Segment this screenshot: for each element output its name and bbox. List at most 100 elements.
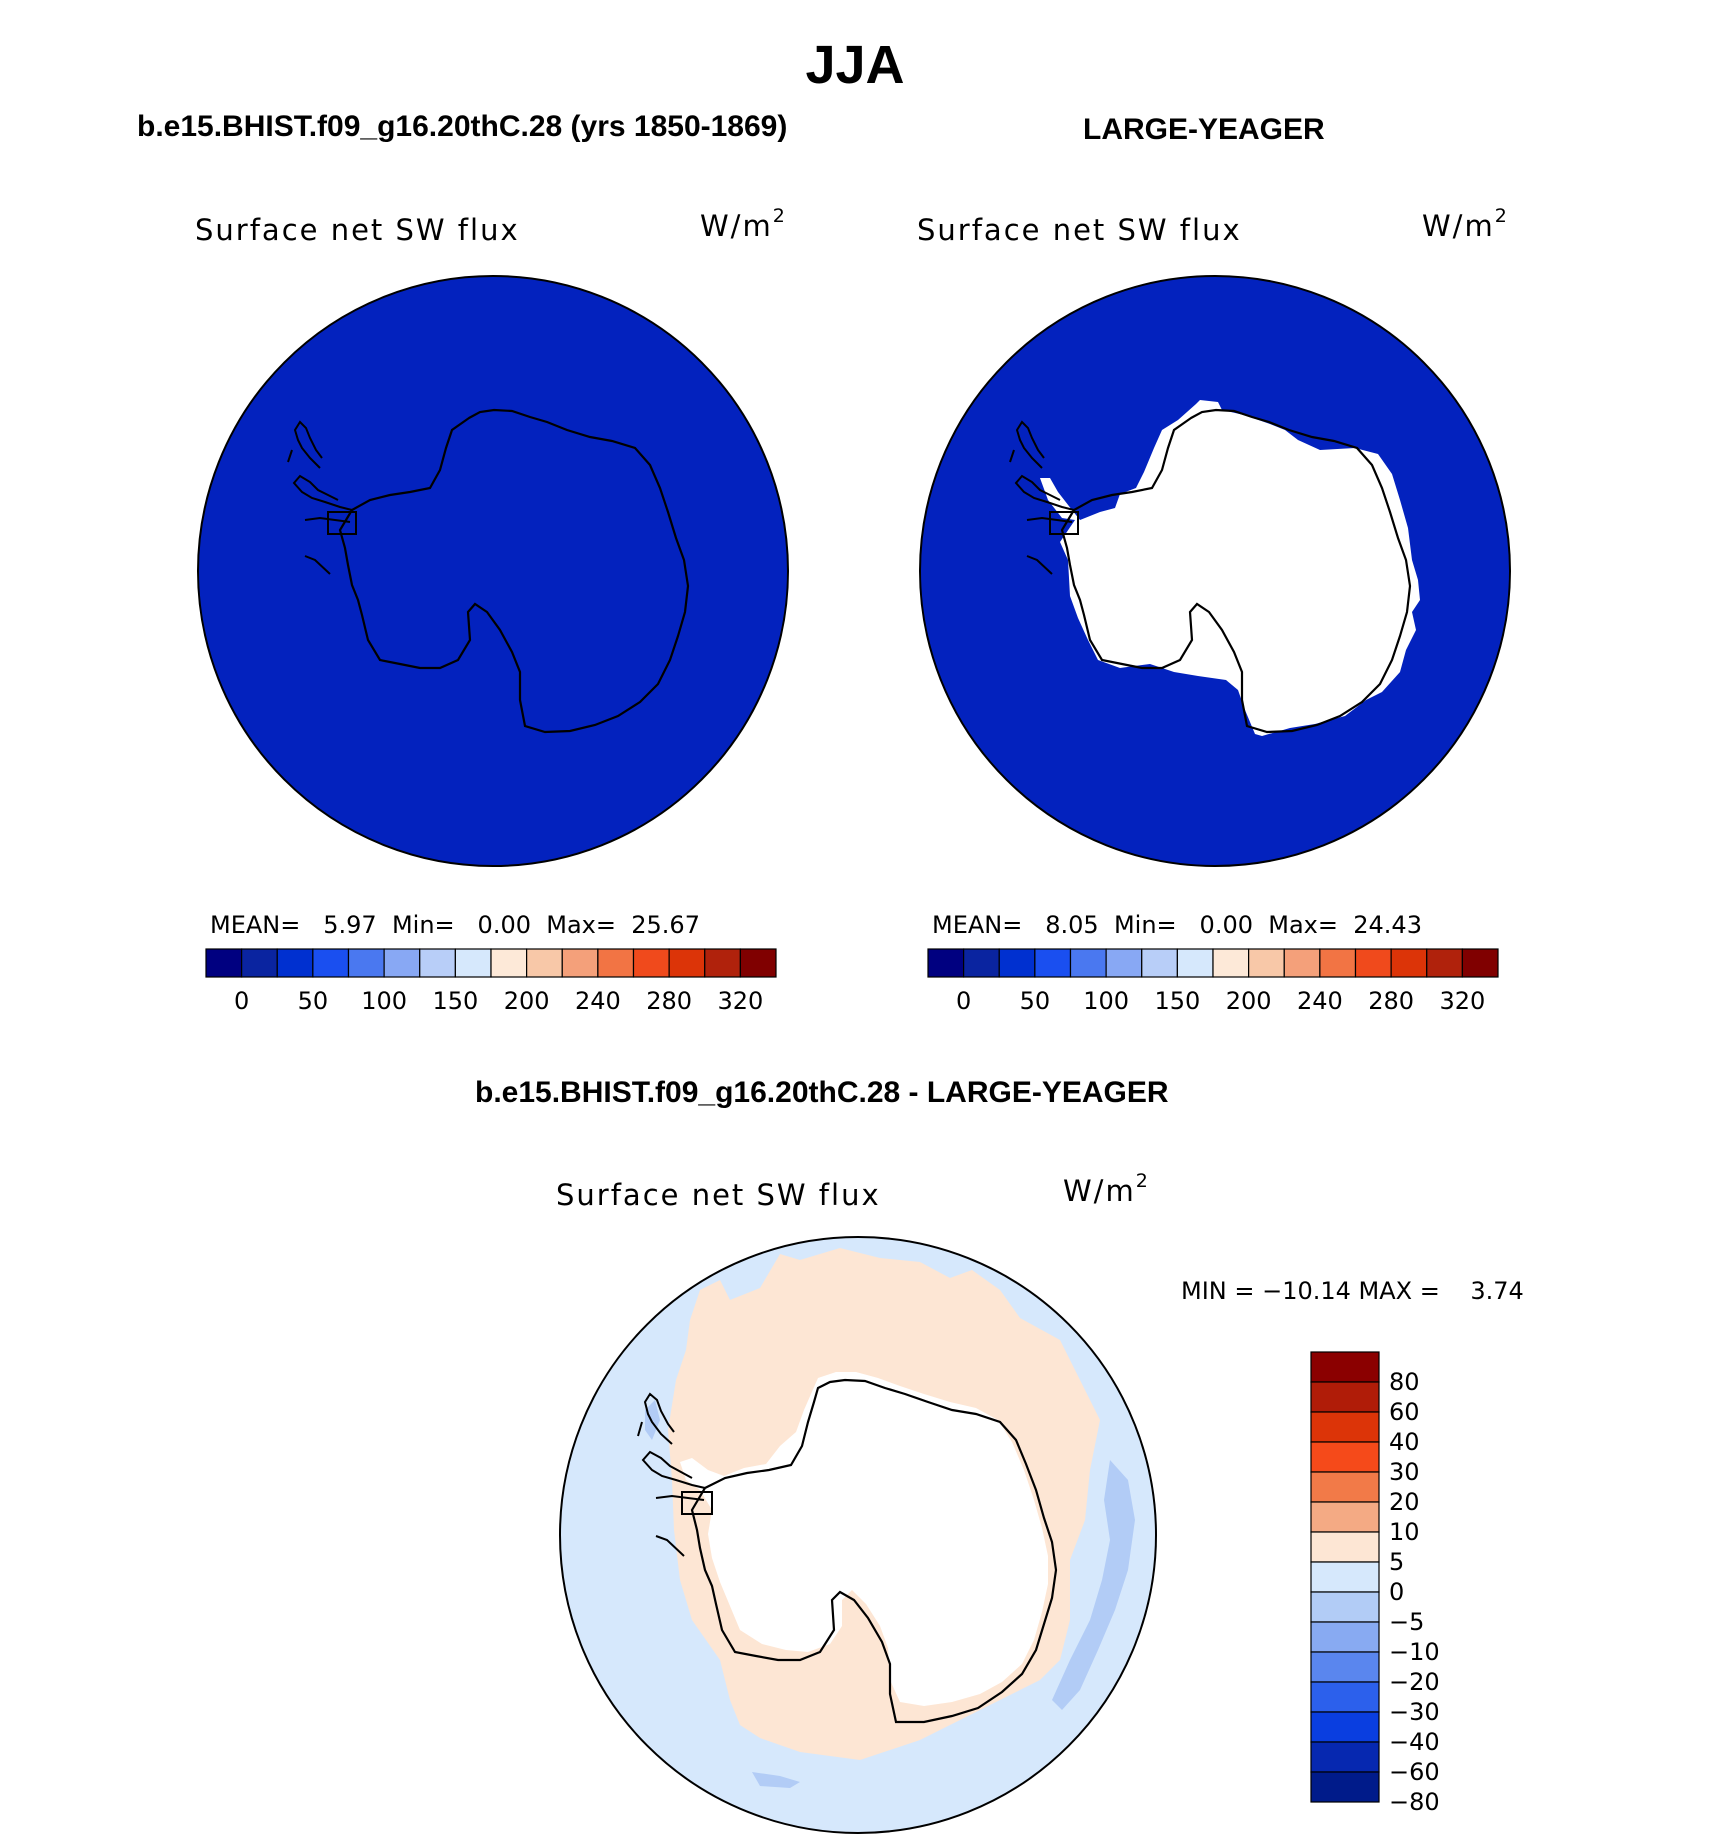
panel-2-variable-label: Surface net SW flux [917, 213, 1242, 247]
panel-1-colorbar-segment [205, 948, 243, 978]
diff-panel-ronne-inlet [681, 1491, 713, 1515]
panel-2-peninsula-coastline [1009, 420, 1075, 575]
panel-1-colorbar-tick-label: 200 [503, 987, 550, 1015]
diff-colorbar-tick-label: 5 [1389, 1548, 1405, 1576]
panel-1-colorbar-tick-label: 50 [297, 987, 329, 1015]
panel-2-colorbar-segment [1319, 948, 1357, 978]
diff-colorbar-segment [1310, 1591, 1380, 1623]
panel-1-colorbar-segment [241, 948, 278, 978]
panel-1-colorbar-segment [383, 948, 421, 978]
panel-2-colorbar-segment [1212, 948, 1250, 978]
panel-1-stats: MEAN= 5.97 Min= 0.00 Max= 25.67 [210, 911, 700, 939]
panel-1-ronne-inlet [327, 511, 357, 535]
panel-2-antarctica-coastline [1060, 408, 1412, 734]
panel-1-colorbar-segment [526, 948, 563, 978]
panel-1-colorbar-segment [419, 948, 456, 978]
panel-1-colorbar-segment [276, 948, 314, 978]
diff-panel-variable-label: Surface net SW flux [556, 1178, 881, 1212]
panel-1-colorbar-segment [454, 948, 492, 978]
diff-colorbar-tick-label: 60 [1389, 1398, 1420, 1426]
diff-colorbar-segment [1310, 1471, 1380, 1503]
panel-2-colorbar-segment [1176, 948, 1214, 978]
diff-colorbar-tick-label: −60 [1389, 1758, 1440, 1786]
panel-2-ronne-inlet [1049, 511, 1079, 535]
panel-2-colorbar-segment [1354, 948, 1392, 978]
diff-panel-peninsula-coastline [637, 1392, 706, 1557]
diff-colorbar-segment [1310, 1741, 1380, 1773]
panel-2-colorbar-segment [1069, 948, 1107, 978]
diff-colorbar-segment [1310, 1711, 1380, 1743]
panel-1-colorbar-segment [347, 948, 385, 978]
panel-1-colorbar-segment [632, 948, 670, 978]
panel-2-colorbar-segment [1034, 948, 1072, 978]
panel-1-colorbar-segment [561, 948, 599, 978]
panel-1-antarctica-coastline [338, 408, 690, 734]
diff-colorbar-segment [1310, 1771, 1380, 1803]
panel-2-colorbar-segment [1105, 948, 1143, 978]
diff-colorbar-segment [1310, 1651, 1380, 1683]
diff-colorbar-tick-label: −40 [1389, 1728, 1440, 1756]
diff-colorbar-tick-label: −30 [1389, 1698, 1440, 1726]
panel-1-colorbar-segment [668, 948, 706, 978]
panel-2-colorbar-segment [927, 948, 965, 978]
diff-panel-antarctica-coastline [690, 1378, 1058, 1724]
panel-1-title: b.e15.BHIST.f09_g16.20thC.28 (yrs 1850-1… [137, 110, 788, 143]
diff-colorbar-tick-label: 10 [1389, 1518, 1420, 1546]
diff-panel-title: b.e15.BHIST.f09_g16.20thC.28 - LARGE-YEA… [475, 1076, 1169, 1109]
diff-panel-map-border [559, 1236, 1157, 1834]
panel-1-peninsula-coastline [287, 420, 353, 575]
diff-panel-neg5-patch-east [1052, 1460, 1135, 1710]
panel-1-colorbar-tick-label: 0 [233, 987, 250, 1015]
panel-1-colorbar-tick-label: 280 [646, 987, 693, 1015]
diff-colorbar-tick-label: 80 [1389, 1368, 1420, 1396]
diff-colorbar-segment [1310, 1621, 1380, 1653]
panel-2-colorbar-segment [1248, 948, 1285, 978]
panel-2-colorbar-tick-label: 240 [1296, 987, 1343, 1015]
panel-1-colorbar-segment [597, 948, 635, 978]
panel-2-colorbar-segment [998, 948, 1036, 978]
diff-panel-minmax: MIN = −10.14 MAX = 3.74 [1181, 1277, 1524, 1305]
panel-1-colorbar-segment [739, 948, 777, 978]
panel-2-colorbar-tick-label: 150 [1154, 987, 1201, 1015]
panel-2-colorbar-segment [1283, 948, 1321, 978]
panel-2-colorbar-segment [963, 948, 1000, 978]
panel-1-colorbar-tick-label: 320 [717, 987, 764, 1015]
panel-1-colorbar-segment [704, 948, 741, 978]
diff-colorbar-segment [1310, 1561, 1380, 1593]
panel-2-colorbar-tick-label: 320 [1439, 987, 1486, 1015]
panel-2-colorbar-segment [1141, 948, 1178, 978]
panel-1-colorbar-segment [490, 948, 528, 978]
panel-2-colorbar-tick-label: 0 [955, 987, 972, 1015]
diff-colorbar-tick-label: −10 [1389, 1638, 1440, 1666]
panel-2-colorbar-tick-label: 200 [1225, 987, 1272, 1015]
panel-2-title: LARGE-YEAGER [1083, 113, 1325, 146]
panel-1-colorbar-segment [312, 948, 350, 978]
diff-panel-negative-field [560, 1237, 1156, 1833]
diff-colorbar-segment [1310, 1441, 1380, 1473]
diff-colorbar-segment [1310, 1411, 1380, 1443]
diff-panel-positive-band [668, 1248, 1100, 1760]
panel-2-colorbar-tick-label: 280 [1368, 987, 1415, 1015]
panel-1-ocean-field [197, 275, 789, 867]
panel-2-colorbar-segment [1390, 948, 1428, 978]
diff-colorbar-tick-label: −20 [1389, 1668, 1440, 1696]
diff-panel-land-mask [680, 1372, 1048, 1706]
diff-colorbar-segment [1310, 1351, 1380, 1383]
diff-colorbar-tick-label: 40 [1389, 1428, 1420, 1456]
diff-panel-neg5-patch-west [645, 1400, 660, 1440]
diff-colorbar-tick-label: 20 [1389, 1488, 1420, 1516]
page-title: JJA [805, 35, 905, 95]
panel-2-colorbar-tick-label: 50 [1019, 987, 1051, 1015]
panel-2-colorbar-segment [1461, 948, 1499, 978]
panel-1-colorbar-tick-label: 100 [361, 987, 408, 1015]
diff-colorbar-tick-label: −5 [1389, 1608, 1425, 1636]
diff-colorbar-tick-label: −80 [1389, 1788, 1440, 1816]
diff-colorbar-segment [1310, 1381, 1380, 1413]
diff-colorbar-segment [1310, 1531, 1380, 1563]
panel-2-colorbar-tick-label: 100 [1083, 987, 1130, 1015]
diff-colorbar-tick-label: 0 [1389, 1578, 1405, 1606]
panel-2-land-mask [1040, 400, 1420, 736]
panel-2-stats: MEAN= 8.05 Min= 0.00 Max= 24.43 [932, 911, 1422, 939]
diff-panel-units-label: W/m2 [1063, 1170, 1148, 1208]
diff-colorbar-segment [1310, 1681, 1380, 1713]
